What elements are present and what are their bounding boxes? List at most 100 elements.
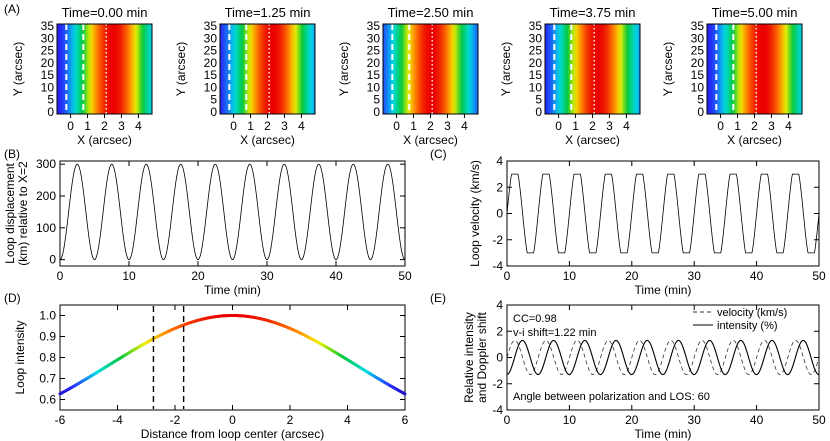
- intensity-solid-line: [506, 339, 820, 376]
- x-tick-label: 10: [122, 269, 136, 283]
- y-tick-label: 25: [529, 44, 543, 58]
- map-title: Time=3.75 min: [550, 5, 636, 20]
- y-tick-label: 15: [41, 68, 55, 82]
- x-tick-label: 50: [812, 413, 826, 427]
- y-tick-label: 0: [47, 105, 54, 119]
- y-axis-label: Y (arcsec): [11, 42, 25, 96]
- y-tick-label: 20: [691, 56, 705, 70]
- x-tick-label: 30: [688, 413, 702, 427]
- y-tick-label: 5: [697, 93, 704, 107]
- x-tick-label: 1: [247, 119, 254, 133]
- x-tick-label: 3: [118, 119, 125, 133]
- x-tick-label: 30: [260, 269, 274, 283]
- y-tick-label: 30: [691, 31, 705, 45]
- x-axis-label: Time (min): [635, 283, 692, 297]
- y-axis-label-line: Relative intensity: [462, 312, 476, 403]
- y-tick-label: 10: [204, 80, 218, 94]
- y-tick-label: 35: [529, 19, 543, 33]
- y-axis-label: Relative intensityand Doppler shift: [462, 311, 489, 402]
- y-tick-label: 25: [691, 44, 705, 58]
- x-tick-label: 6: [402, 413, 409, 427]
- y-tick-label: 15: [529, 68, 543, 82]
- x-tick-label: 10: [563, 269, 577, 283]
- x-tick-label: 0: [393, 119, 400, 133]
- map-image: [545, 24, 640, 114]
- y-tick-label: 0: [697, 105, 704, 119]
- x-tick-label: 1: [84, 119, 91, 133]
- x-tick-label: -6: [55, 413, 66, 427]
- map-image: [57, 24, 152, 114]
- map-title: Time=1.25 min: [225, 5, 311, 20]
- y-tick-label: 30: [41, 31, 55, 45]
- x-tick-label: 0: [57, 269, 64, 283]
- x-tick-label: 4: [135, 119, 142, 133]
- legend-intensity-label: intensity (%): [717, 320, 778, 332]
- y-tick-label: 35: [204, 19, 218, 33]
- x-axis-label: X (arcsec): [403, 133, 458, 147]
- y-tick-label: 2: [496, 324, 503, 338]
- y-axis-label: Loop intensity: [13, 320, 27, 394]
- x-tick-label: 40: [750, 413, 764, 427]
- y-tick-label: 0: [535, 105, 542, 119]
- y-tick-label: 25: [367, 44, 381, 58]
- x-tick-label: 2: [287, 413, 294, 427]
- y-axis-label: Y (arcsec): [499, 42, 513, 96]
- y-tick-label: 35: [367, 19, 381, 33]
- y-axis-label-line: Loop velocity (km/s): [468, 160, 482, 267]
- displacement-line: [59, 163, 406, 261]
- x-tick-label: 20: [625, 269, 639, 283]
- y-tick-label: 0: [373, 105, 380, 119]
- x-tick-label: 4: [298, 119, 305, 133]
- x-tick-label: 4: [344, 413, 351, 427]
- velocity-line: [506, 173, 820, 254]
- x-tick-label: 40: [750, 269, 764, 283]
- map-title: Time=0.00 min: [62, 5, 148, 20]
- x-tick-label: 0: [67, 119, 74, 133]
- x-tick-label: 10: [563, 413, 577, 427]
- map-image: [383, 24, 478, 114]
- y-tick-label: 4: [496, 154, 503, 168]
- y-tick-label: 0: [49, 253, 56, 267]
- y-tick-label: 15: [367, 68, 381, 82]
- x-tick-label: 0: [230, 119, 237, 133]
- x-axis-label: Distance from loop center (arcsec): [141, 427, 324, 441]
- x-tick-label: 1: [410, 119, 417, 133]
- x-tick-label: 1: [572, 119, 579, 133]
- y-tick-label: 0: [496, 207, 503, 221]
- y-tick-label: 30: [204, 31, 218, 45]
- x-tick-label: 2: [264, 119, 271, 133]
- y-tick-label: 30: [529, 31, 543, 45]
- x-tick-label: 3: [444, 119, 451, 133]
- y-tick-label: 15: [204, 68, 218, 82]
- x-tick-label: 1: [734, 119, 741, 133]
- x-tick-label: 50: [812, 269, 826, 283]
- y-tick-label: 300: [36, 157, 56, 171]
- y-tick-label: 0: [496, 351, 503, 365]
- x-tick-label: 3: [768, 119, 775, 133]
- annotation-cc: CC=0.98: [513, 313, 557, 325]
- map-title: Time=5.00 min: [712, 5, 798, 20]
- y-axis-label: Loop displacement(km) relative to X=2: [3, 161, 30, 266]
- x-tick-label: 2: [427, 119, 434, 133]
- y-tick-label: 5: [535, 93, 542, 107]
- y-tick-label: 0.6: [39, 393, 56, 407]
- y-axis-label: Y (arcsec): [174, 42, 188, 96]
- intensity-profile-segment: [402, 391, 407, 396]
- legend-velocity-label: velocity (km/s): [717, 307, 787, 319]
- y-tick-label: 15: [691, 68, 705, 82]
- x-axis-label: X (arcsec): [240, 133, 295, 147]
- y-tick-label: -4: [492, 403, 503, 417]
- x-axis-label: Time (min): [204, 283, 261, 297]
- x-tick-label: 0: [504, 269, 511, 283]
- y-axis-label-line: Loop intensity: [13, 320, 27, 394]
- y-tick-label: 20: [529, 56, 543, 70]
- x-tick-label: 4: [461, 119, 468, 133]
- y-tick-label: 200: [36, 189, 56, 203]
- x-tick-label: 4: [785, 119, 792, 133]
